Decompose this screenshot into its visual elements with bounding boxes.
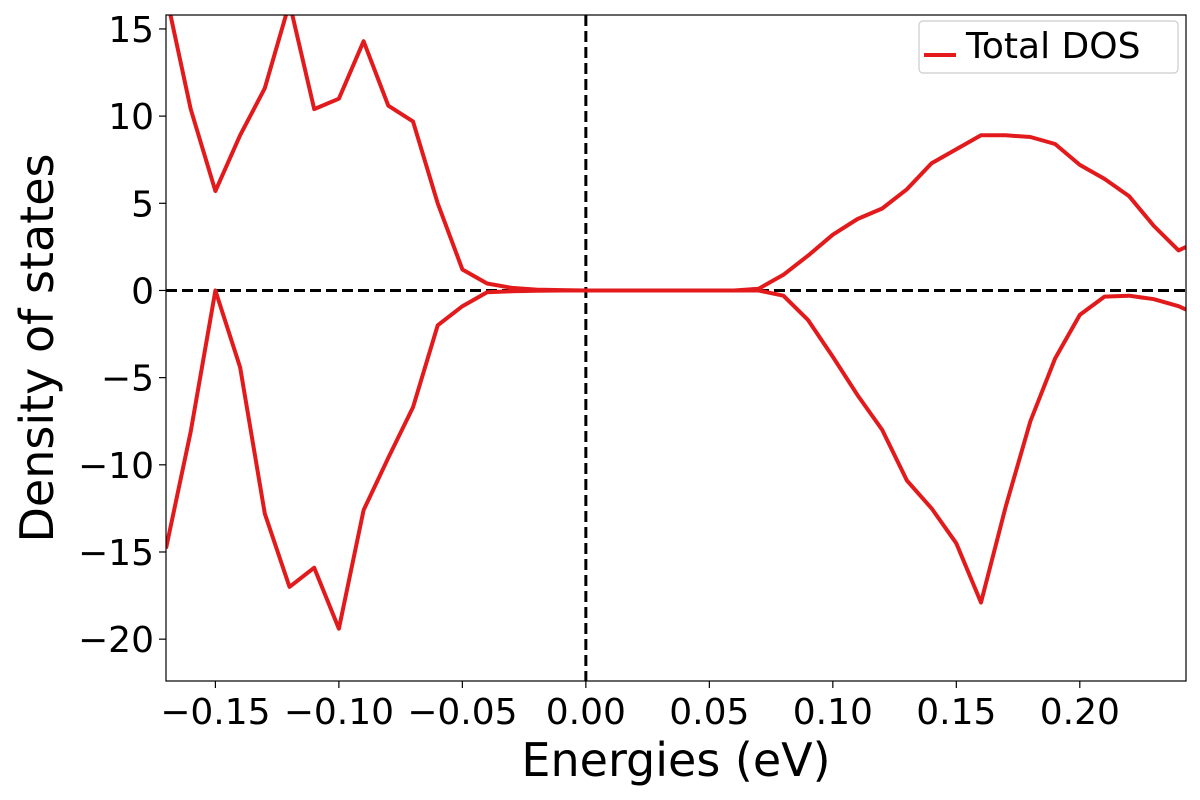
y-tick-label: 15	[108, 10, 154, 51]
spin-down-dos-line	[166, 288, 1186, 631]
x-tick-label: 0.00	[546, 692, 626, 733]
y-tick-label: 0	[131, 271, 154, 312]
y-tick-label: −10	[78, 446, 154, 487]
y-axis-title: Density of states	[10, 154, 64, 543]
legend-label: Total DOS	[965, 26, 1140, 67]
x-tick-label: −0.10	[284, 692, 394, 733]
x-tick-label: 0.05	[669, 692, 749, 733]
x-tick-label: −0.15	[160, 692, 270, 733]
x-tick-label: −0.05	[407, 692, 517, 733]
y-tick-label: 5	[131, 184, 154, 225]
y-tick-label: −5	[101, 359, 154, 400]
legend-box	[918, 20, 1179, 74]
x-axis-title: Energies (eV)	[521, 733, 830, 787]
plot-frame	[165, 14, 1187, 682]
y-tick-label: 10	[108, 97, 154, 138]
x-tick-label: 0.20	[1040, 692, 1120, 733]
x-tick-label: 0.15	[916, 692, 996, 733]
legend: Total DOS	[918, 20, 1179, 74]
x-tick-label: 0.10	[793, 692, 873, 733]
y-tick-label: −15	[78, 533, 154, 574]
y-tick-label: −20	[78, 620, 154, 661]
